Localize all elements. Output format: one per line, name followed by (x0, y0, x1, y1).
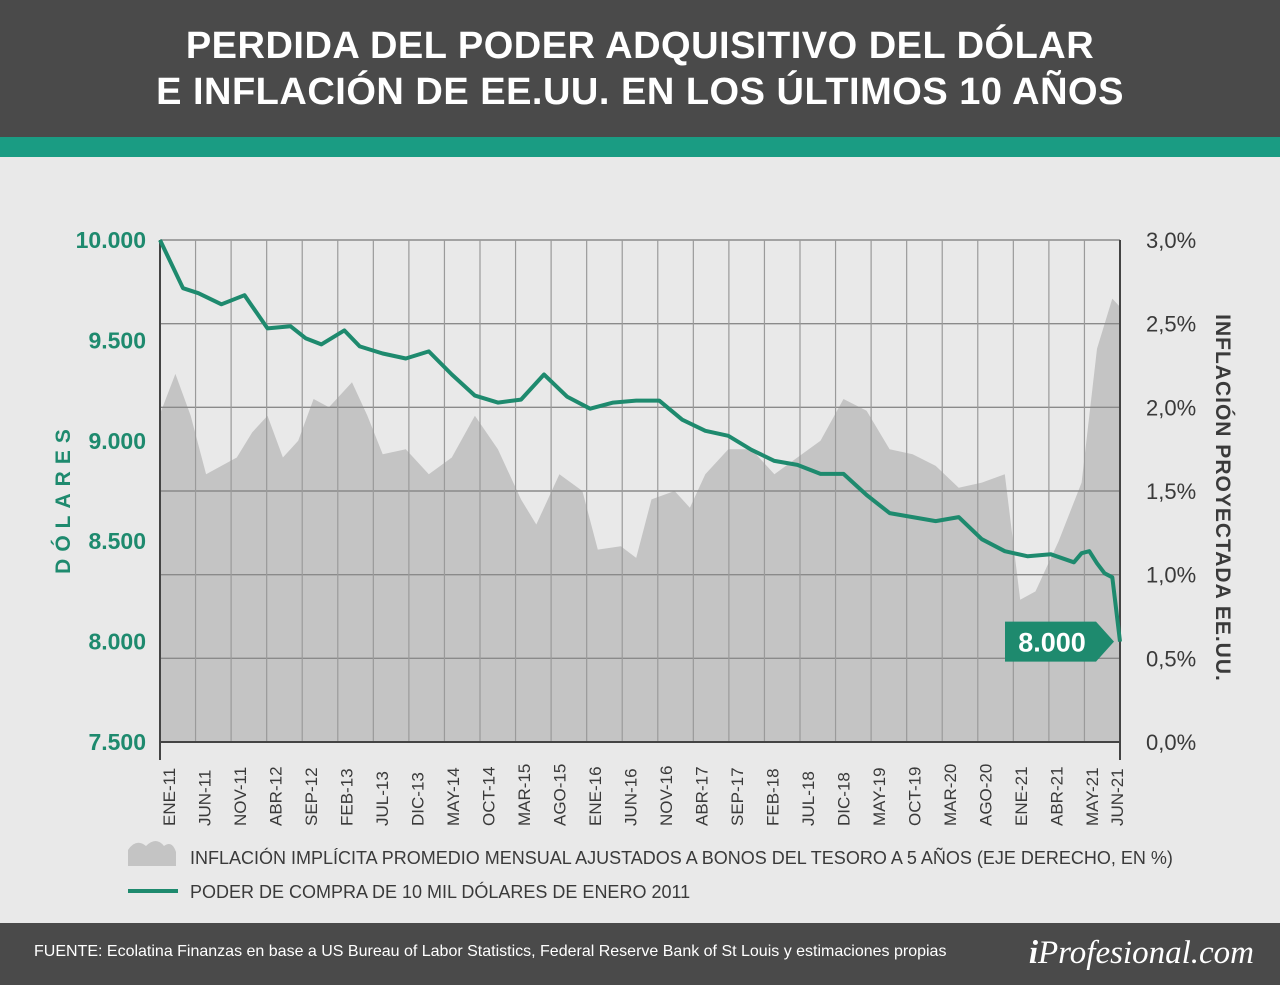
x-tick-label: JUN-11 (196, 770, 215, 826)
x-tick-label: OCT-14 (480, 766, 499, 826)
x-tick-label: MAR-15 (515, 764, 534, 826)
source-note: FUENTE: Ecolatina Finanzas en base a US … (34, 943, 947, 960)
x-tick-label: JUL-13 (373, 771, 392, 826)
right-tick-label: 2,0% (1146, 395, 1196, 420)
legend-line-label: PODER DE COMPRA DE 10 MIL DÓLARES DE ENE… (190, 881, 690, 902)
x-tick-label: DIC-18 (835, 772, 854, 826)
right-tick-label: 0,0% (1146, 730, 1196, 755)
right-tick-label: 1,5% (1146, 479, 1196, 504)
right-tick-label: 3,0% (1146, 228, 1196, 253)
left-tick-label: 8.500 (88, 528, 146, 554)
x-tick-label: MAY-19 (870, 767, 889, 826)
x-tick-label: MAY-21 (1083, 767, 1102, 826)
end-value-callout (1005, 621, 1114, 662)
x-tick-label: ABR-17 (693, 766, 712, 826)
x-tick-label: MAY-14 (444, 767, 463, 826)
brand-logo-i: i (1028, 935, 1038, 971)
x-tick-label: NOV-16 (657, 766, 676, 826)
end-value-label: 8.000 (1018, 628, 1086, 658)
left-tick-label: 10.000 (76, 227, 146, 253)
x-tick-label: FEB-18 (764, 768, 783, 826)
left-tick-label: 9.000 (88, 428, 146, 454)
chart-title-line-1: PERDIDA DEL PODER ADQUISITIVO DEL DÓLAR (185, 24, 1095, 67)
right-tick-label: 2,5% (1146, 312, 1196, 337)
x-tick-label: OCT-19 (906, 766, 925, 826)
right-tick-label: 1,0% (1146, 563, 1196, 588)
x-tick-label: ENE-21 (1012, 766, 1031, 826)
x-tick-label: SEP-12 (302, 767, 321, 826)
legend-area-swatch (128, 841, 176, 866)
chart-header: PERDIDA DEL PODER ADQUISITIVO DEL DÓLAR … (0, 0, 1280, 137)
x-tick-label: ENE-16 (586, 766, 605, 826)
left-axis-title: DÓLARES (51, 422, 75, 574)
brand-logo-text: Profesional.com (1038, 935, 1254, 971)
footer: FUENTE: Ecolatina Finanzas en base a US … (0, 923, 1280, 985)
chart-title-line-2: E INFLACIÓN DE EE.UU. EN LOS ÚLTIMOS 10 … (156, 70, 1124, 113)
purchasing-power-line (158, 239, 1122, 642)
left-tick-label: 7.500 (88, 729, 146, 755)
x-tick-label: SEP-17 (728, 767, 747, 826)
x-tick-label: ENE-11 (160, 768, 179, 826)
x-tick-label: MAR-20 (941, 764, 960, 826)
inflation-area (160, 298, 1120, 742)
accent-band (0, 137, 1280, 157)
x-tick-label: NOV-11 (231, 767, 250, 826)
chart: 8.000 10.000 9.500 9.000 8.500 8.000 7.500 3,0… (51, 227, 1235, 902)
left-tick-label: 9.500 (88, 327, 146, 353)
x-tick-label: AGO-15 (551, 764, 570, 826)
x-tick-label: DIC-13 (409, 772, 428, 826)
x-tick-label: JUN-16 (622, 768, 641, 826)
x-tick-label: FEB-13 (338, 768, 357, 826)
x-tick-label: ABR-21 (1048, 766, 1067, 826)
x-tick-label: JUL-18 (799, 771, 818, 826)
legend-area-label: INFLACIÓN IMPLÍCITA PROMEDIO MENSUAL AJU… (190, 847, 1173, 868)
x-tick-label: ABR-12 (267, 766, 286, 826)
brand-logo: iProfesional.com (1029, 935, 1254, 972)
x-tick-label: AGO-20 (977, 764, 996, 826)
right-axis-title: INFLACIÓN PROYECTADA EE.UU. (1211, 314, 1235, 682)
x-tick-label: JUN-21 (1108, 768, 1127, 826)
right-tick-label: 0,5% (1146, 646, 1196, 671)
left-tick-label: 8.000 (88, 629, 146, 655)
